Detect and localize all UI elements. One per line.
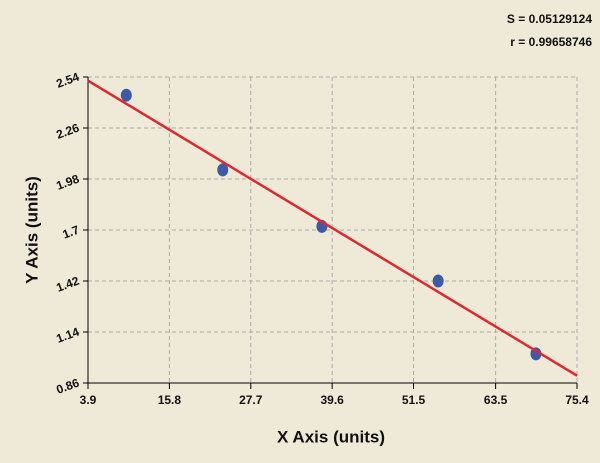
annotation: S = 0.05129124	[507, 12, 592, 26]
point	[120, 88, 132, 102]
x-tick-label: 39.6	[320, 393, 344, 407]
y-axis-title: Y Axis (units)	[22, 176, 41, 284]
x-axis-title: X Axis (units)	[277, 427, 385, 446]
y-tick-label: 1.7	[61, 223, 82, 242]
x-tick-label: 15.8	[158, 393, 182, 407]
x-tick-label: 27.7	[239, 393, 263, 407]
x-tick-label: 3.9	[80, 393, 97, 407]
annotation: r = 0.99658746	[510, 35, 592, 49]
point	[432, 274, 444, 288]
x-tick-label: 51.5	[402, 393, 426, 407]
x-tick-label: 63.5	[484, 393, 508, 407]
fit-line	[87, 79, 578, 377]
point	[217, 163, 229, 177]
x-tick-label: 75.4	[565, 393, 589, 407]
